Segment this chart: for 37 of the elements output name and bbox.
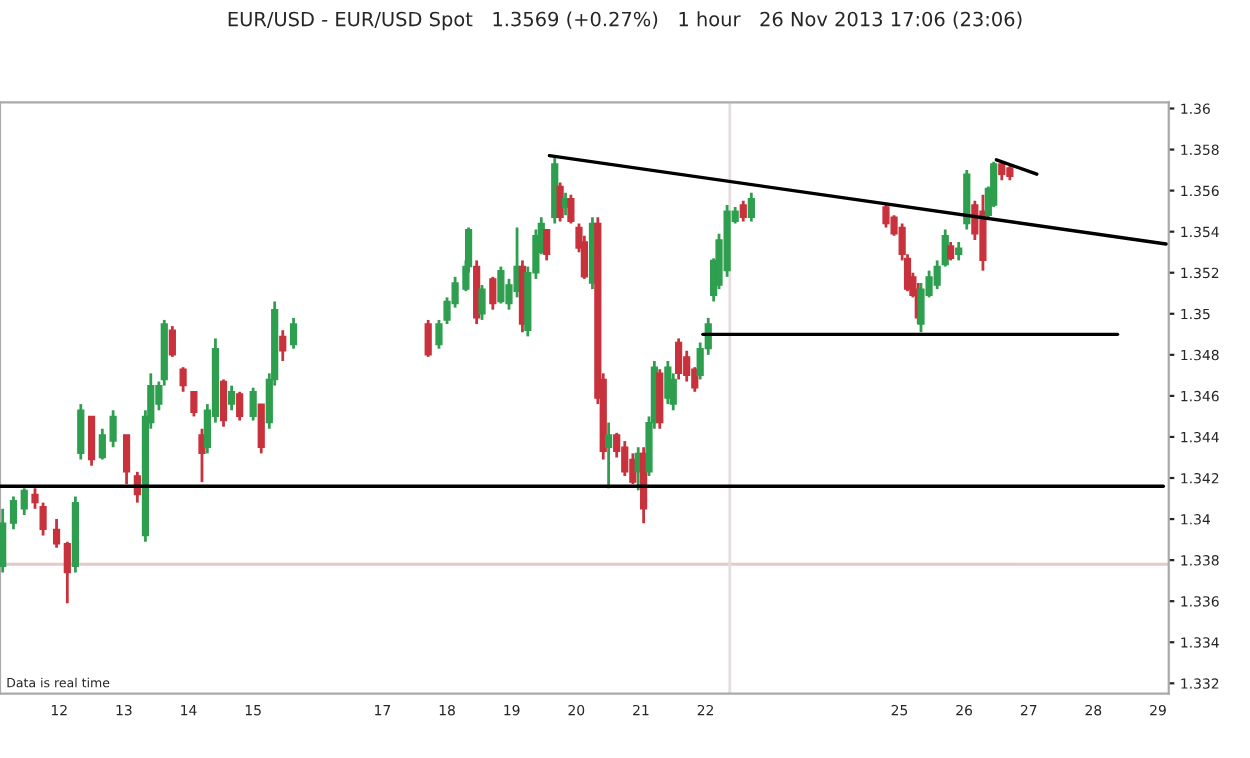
candlestick <box>497 265 505 305</box>
candlestick <box>219 378 228 429</box>
candlestick <box>190 390 198 418</box>
candlestick <box>424 318 432 359</box>
candlestick <box>98 427 106 461</box>
candlestick <box>882 203 890 229</box>
candlestick <box>9 495 18 531</box>
candlestick <box>122 433 131 486</box>
candlestick <box>227 384 236 412</box>
chart-title: EUR/USD - EUR/USD Spot 1.3569 (+0.27%) 1 hour 26 Nov 2013 17:06 (23:06) <box>228 11 1022 31</box>
candlestick <box>990 160 998 209</box>
candlestick <box>87 415 96 468</box>
candlestick <box>257 402 265 455</box>
candlestick <box>478 283 486 322</box>
candlestick <box>955 240 963 262</box>
candlestick <box>675 337 683 381</box>
candlestick <box>747 191 755 223</box>
candlestick <box>289 316 298 351</box>
candlestick <box>63 540 71 605</box>
candlestick <box>249 386 257 422</box>
candlestick <box>236 390 244 422</box>
candlestick <box>198 427 206 484</box>
candlestick <box>739 199 747 223</box>
candlestick <box>168 324 176 359</box>
candlestick <box>543 228 551 262</box>
candlestick <box>605 421 613 490</box>
candlestick <box>947 240 955 262</box>
candlestick <box>179 365 187 394</box>
candlestick <box>489 275 497 312</box>
candlestick <box>664 359 672 406</box>
candlestick <box>77 402 85 461</box>
candlestick <box>621 439 629 478</box>
candlestick <box>20 486 28 517</box>
candlestick <box>52 517 61 550</box>
candlestick <box>279 328 287 363</box>
candlestick <box>0 507 7 574</box>
candlestick <box>109 408 117 449</box>
